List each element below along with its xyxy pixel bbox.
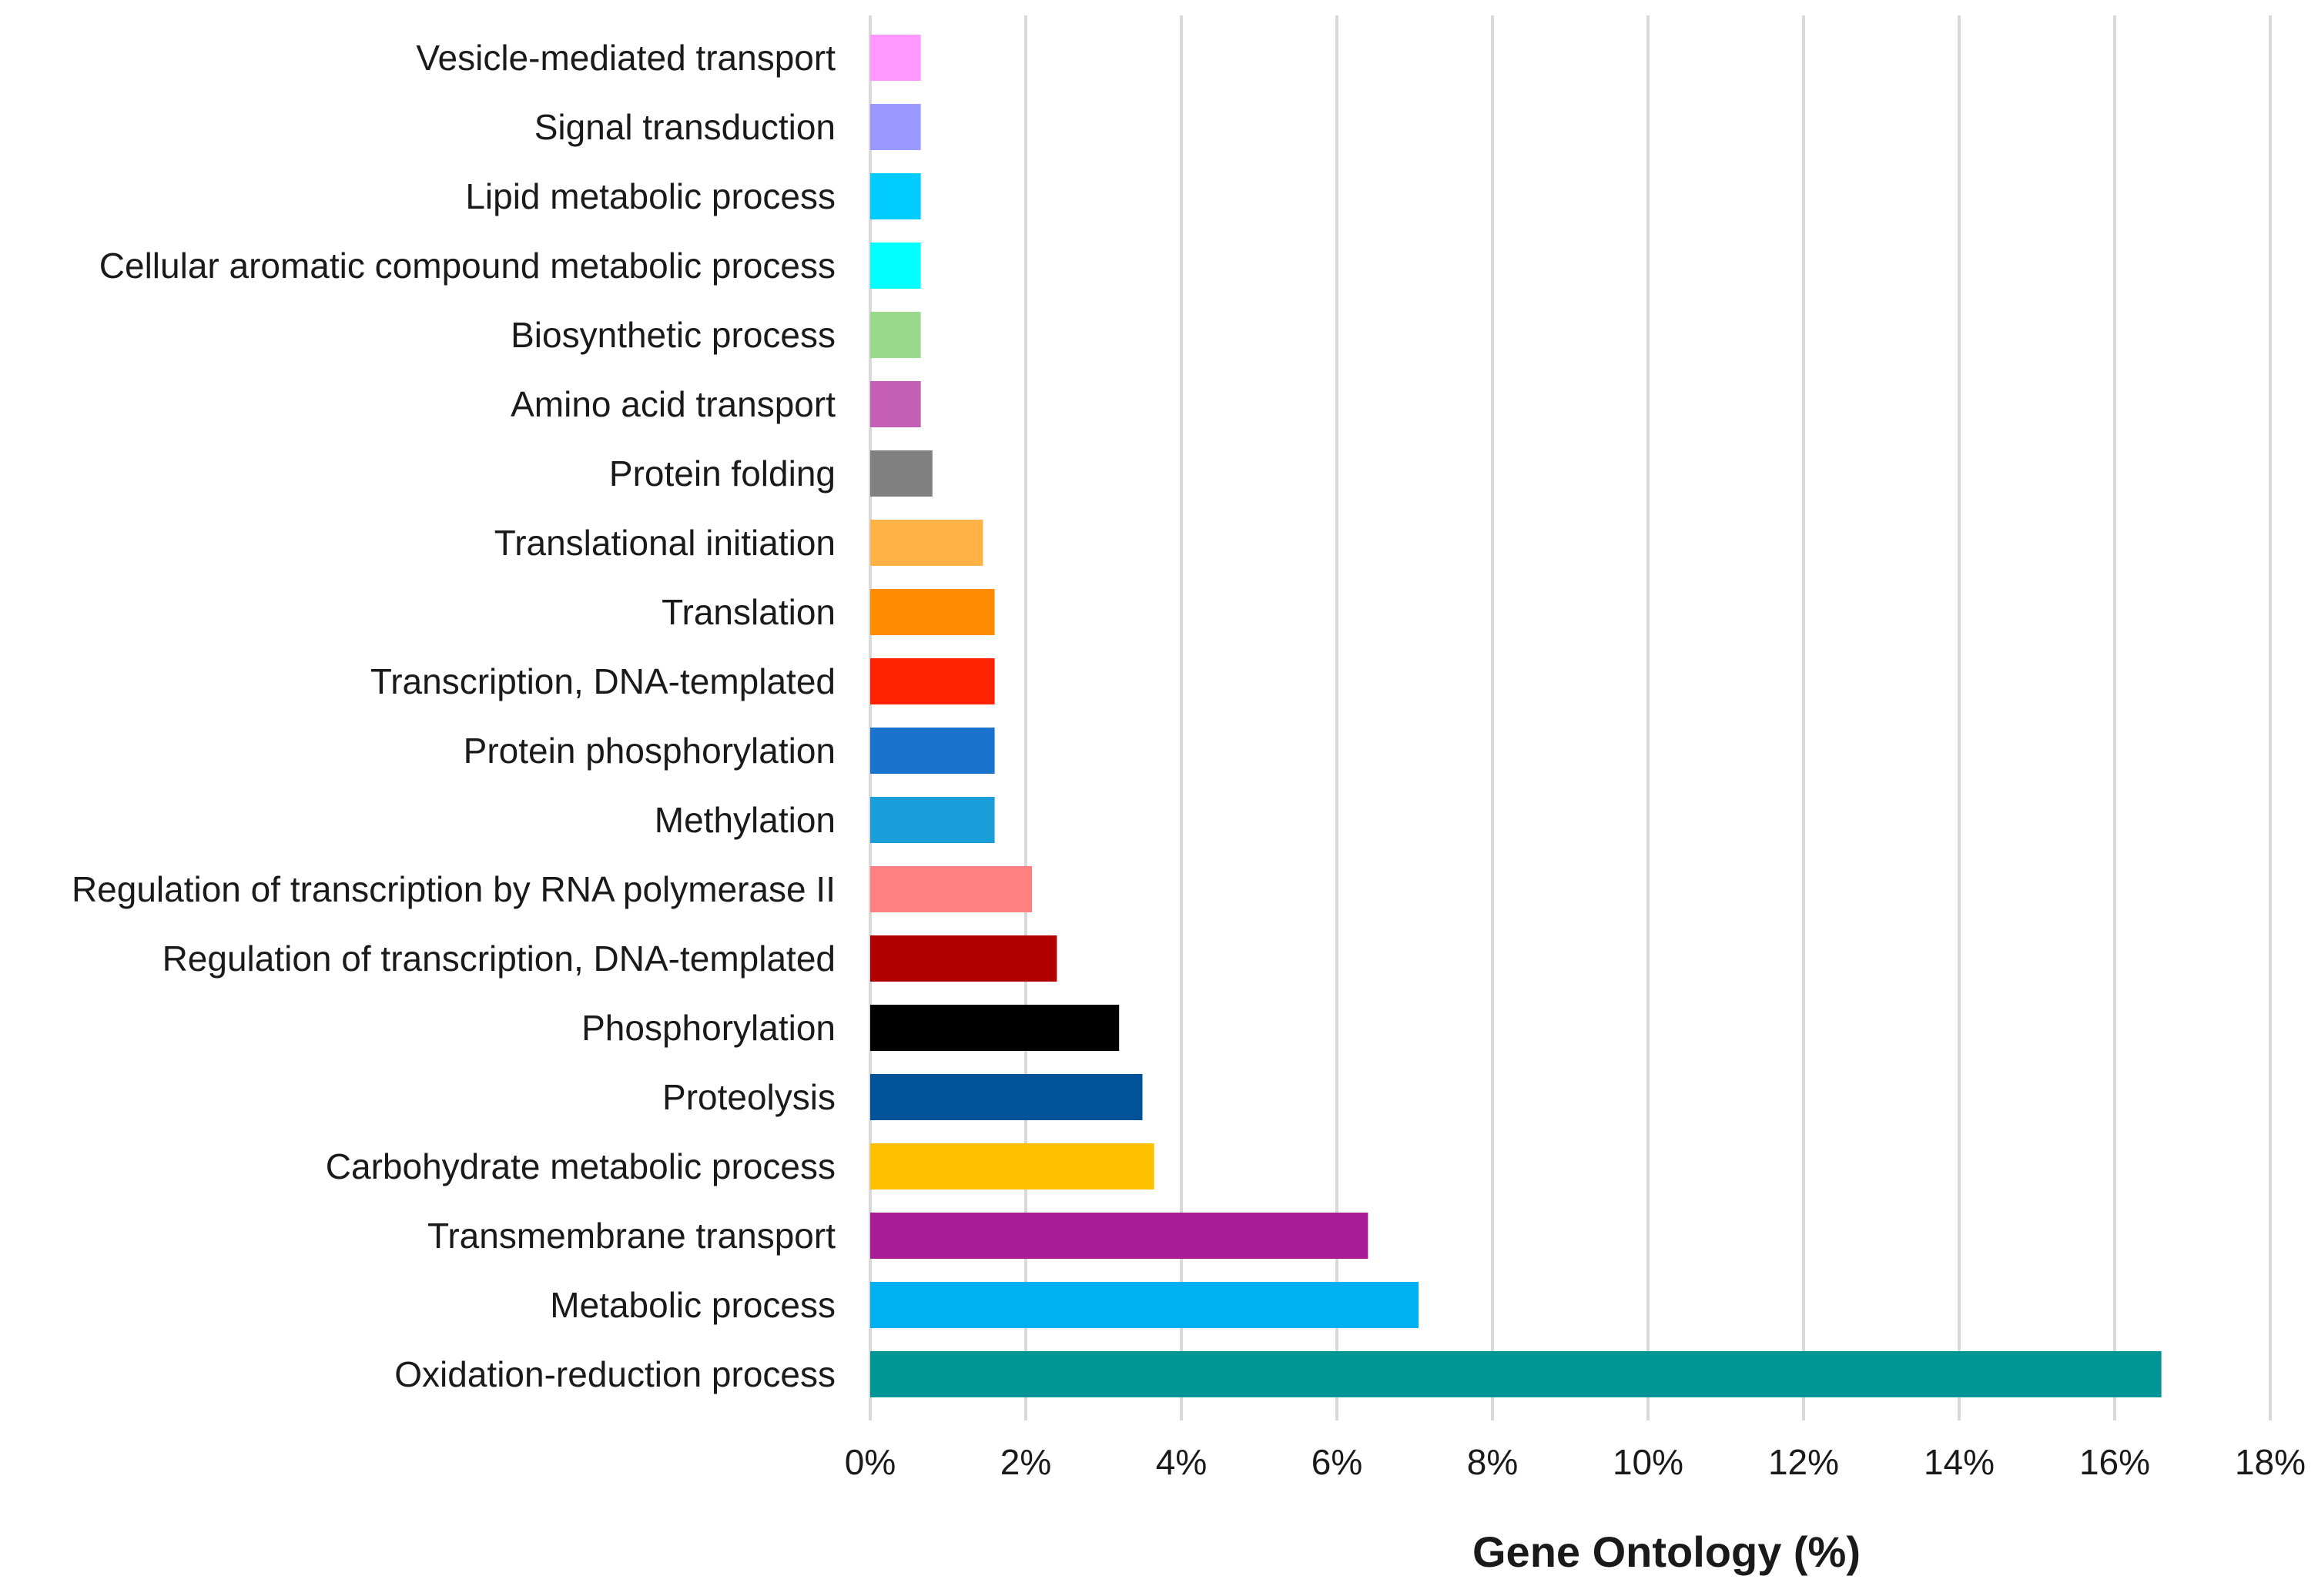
category-label: Carbohydrate metabolic process — [326, 1146, 836, 1186]
category-label: Translation — [662, 592, 836, 632]
x-tick-label: 2% — [1000, 1442, 1051, 1482]
bar — [870, 1213, 1368, 1259]
category-label: Phosphorylation — [581, 1008, 836, 1048]
category-label: Protein phosphorylation — [464, 731, 836, 771]
bar — [870, 1005, 1120, 1051]
category-label: Regulation of transcription by RNA polym… — [72, 869, 836, 909]
bar — [870, 866, 1033, 912]
category-label: Amino acid transport — [511, 384, 836, 424]
grid-layer — [869, 15, 2272, 1420]
x-tick-label: 14% — [1924, 1442, 1995, 1482]
x-axis-title: Gene Ontology (%) — [1472, 1527, 1861, 1576]
x-tick-label: 0% — [845, 1442, 896, 1482]
bar — [870, 104, 921, 150]
x-tick-label: 12% — [1768, 1442, 1839, 1482]
category-label: Transcription, DNA-templated — [370, 661, 836, 701]
bar — [870, 312, 921, 358]
x-tick-label: 10% — [1613, 1442, 1683, 1482]
bar — [870, 728, 995, 774]
bar — [870, 450, 933, 497]
category-label: Lipid metabolic process — [465, 176, 836, 216]
category-label: Cellular aromatic compound metabolic pro… — [99, 246, 836, 286]
category-label: Translational initiation — [494, 523, 836, 563]
category-labels: Vesicle-mediated transport Signal transdu… — [72, 38, 836, 1394]
bar — [870, 35, 921, 81]
category-label: Vesicle-mediated transport — [416, 38, 836, 78]
x-tick-label: 4% — [1156, 1442, 1207, 1482]
bar — [870, 381, 921, 427]
bar — [870, 1351, 2162, 1397]
x-tick-label: 8% — [1467, 1442, 1518, 1482]
category-label: Protein folding — [609, 453, 836, 494]
bar — [870, 1143, 1154, 1189]
category-label: Transmembrane transport — [427, 1216, 836, 1256]
x-tick-label: 18% — [2235, 1442, 2306, 1482]
category-label: Proteolysis — [662, 1077, 836, 1117]
x-tick-label: 16% — [2079, 1442, 2150, 1482]
bar — [870, 243, 921, 289]
bar — [870, 935, 1057, 982]
category-label: Regulation of transcription, DNA-templat… — [162, 939, 836, 979]
category-label: Oxidation-reduction process — [394, 1354, 836, 1394]
x-tick-labels: 0% 2% 4% 6% 8% 10% 12% 14% 16% 18% — [845, 1442, 2306, 1482]
bar — [870, 797, 995, 843]
bar — [870, 658, 995, 704]
bar — [870, 1282, 1419, 1328]
bar-layer — [870, 35, 2162, 1397]
category-label: Metabolic process — [550, 1285, 836, 1325]
x-tick-label: 6% — [1311, 1442, 1362, 1482]
category-label: Signal transduction — [534, 107, 836, 147]
bar — [870, 520, 983, 566]
bar — [870, 1074, 1143, 1120]
bar — [870, 589, 995, 635]
category-label: Methylation — [655, 800, 836, 840]
bar — [870, 173, 921, 219]
category-label: Biosynthetic process — [511, 315, 836, 355]
